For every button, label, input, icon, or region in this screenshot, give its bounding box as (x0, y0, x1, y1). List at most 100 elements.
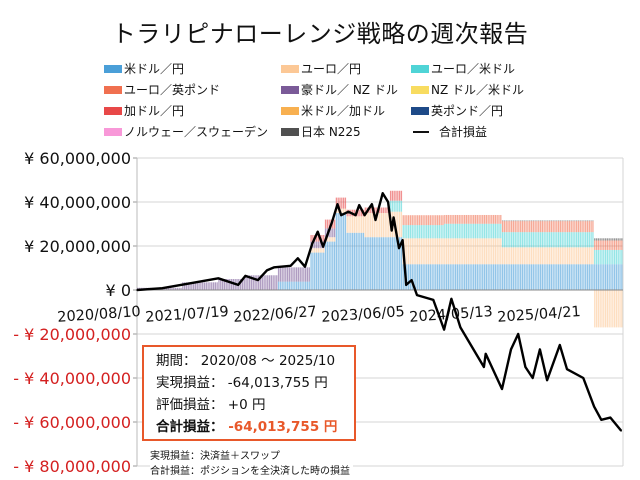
bar-usdjpy (464, 264, 466, 290)
bar-usdjpy (500, 264, 502, 290)
bar-usdjpy (442, 264, 444, 290)
bar-usdjpy (388, 237, 390, 290)
bar-usdjpy (408, 264, 410, 290)
bar-usdjpy (476, 264, 478, 290)
line-point (392, 216, 395, 219)
realized-label: 実現損益： (156, 375, 224, 391)
bar-usdjpy (576, 264, 578, 290)
legend-item-nzdusd: NZ ドル／米ドル (411, 81, 524, 98)
bar-eurusd (613, 249, 616, 265)
bar-eurusd (541, 232, 543, 248)
bar-audnzd (193, 282, 195, 290)
line-point (296, 257, 299, 260)
legend-item-eurusd: ユーロ／米ドル (411, 60, 515, 77)
bar-eurjpy (440, 238, 442, 265)
bar-eurgbp (462, 214, 464, 224)
bar-usdjpy (429, 264, 431, 290)
bar-cadjpy (384, 207, 386, 213)
bar-eurgbp (520, 221, 522, 233)
y-tick-label: - ¥ 20,000,000 (13, 325, 131, 344)
bar-eurgbp (453, 214, 455, 224)
legend-item-cadjpy: 加ドル／円 (104, 102, 184, 119)
bar-usdjpy (510, 264, 513, 290)
bar-n225 (566, 220, 569, 222)
bar-usdjpy (613, 264, 616, 290)
bar-eurgbp (404, 215, 406, 226)
bar-eurgbp (570, 221, 572, 233)
bar-audnzd (295, 267, 298, 282)
bar-eurjpy (483, 238, 486, 265)
bar-eurusd (451, 223, 453, 239)
bar-cadjpy (391, 190, 394, 201)
bar-cadjpy (344, 197, 347, 209)
legend-swatch-usdjpy (104, 64, 122, 73)
bar-eurjpy (521, 247, 524, 265)
bar-eurgbp (498, 214, 500, 224)
bar-eurusd (525, 232, 527, 248)
bar-eurjpy (559, 247, 562, 265)
bar-usdjpy (525, 264, 527, 290)
bar-n225 (574, 220, 576, 222)
bar-eurjpy (606, 290, 609, 328)
chart-title: トラリピナローレンジ戦略の週次報告 (111, 20, 529, 48)
bar-usdjpy (512, 264, 515, 290)
bar-eurgbp (554, 221, 556, 233)
bar-eurjpy (568, 247, 571, 265)
bar-usdjpy (402, 264, 404, 290)
legend-swatch-gbpjpy (411, 106, 429, 115)
bar-eurgbp (577, 221, 580, 233)
legend-item-noksek: ノルウェー／スウェーデン (104, 123, 268, 140)
line-point (322, 245, 324, 248)
bar-usdjpy (451, 264, 453, 290)
bar-eurjpy (527, 247, 529, 265)
bar-usdjpy (601, 264, 603, 290)
bar-eurgbp (442, 215, 444, 226)
bar-usdjpy (505, 264, 507, 290)
line-point (363, 214, 366, 216)
bar-audnzd (261, 275, 263, 290)
bar-audnzd (281, 267, 283, 282)
bar-usdjpy (314, 252, 316, 290)
bar-cadjpy (370, 207, 372, 213)
bar-audnzd (174, 287, 177, 290)
bar-audnzd (317, 241, 319, 249)
bar-eurgbp (473, 214, 475, 224)
bar-eurgbp (480, 214, 482, 224)
bar-cadjpy (339, 197, 341, 209)
y-tick-label: - ¥ 80,000,000 (13, 457, 131, 476)
bar-audnzd (330, 228, 332, 238)
bar-audnzd (191, 282, 193, 290)
bar-eurusd (398, 200, 401, 212)
bar-eurjpy (375, 213, 377, 238)
bar-n225 (590, 220, 592, 222)
bar-eurgbp (440, 215, 442, 226)
bar-cadjpy (324, 219, 327, 229)
bar-eurjpy (444, 238, 446, 265)
line-point (237, 284, 239, 286)
bar-audnzd (319, 241, 321, 249)
bar-audnzd (270, 275, 272, 290)
bar-eurgbp (431, 215, 433, 226)
bar-n225 (592, 220, 594, 222)
bar-usdjpy (579, 264, 581, 290)
bar-eurjpy (538, 247, 540, 265)
bar-eurusd (449, 223, 451, 239)
bar-n225 (601, 238, 603, 241)
bar-eurusd (444, 223, 446, 239)
bar-usdjpy (556, 264, 558, 290)
line-point (600, 419, 603, 421)
bar-eurjpy (413, 238, 415, 265)
bar-eurusd (395, 200, 397, 212)
bar-usdjpy (550, 264, 553, 290)
bar-eurgbp (543, 221, 545, 233)
bar-eurjpy (576, 247, 578, 265)
bar-usdjpy (565, 264, 567, 290)
bar-n225 (615, 238, 618, 241)
bar-cadjpy (398, 190, 401, 201)
bar-eurgbp (426, 215, 428, 226)
bar-eurgbp (590, 221, 592, 233)
bar-usdjpy (377, 237, 379, 290)
bar-usdjpy (462, 264, 464, 290)
bar-usdjpy (447, 264, 450, 290)
bar-usdjpy (514, 264, 516, 290)
